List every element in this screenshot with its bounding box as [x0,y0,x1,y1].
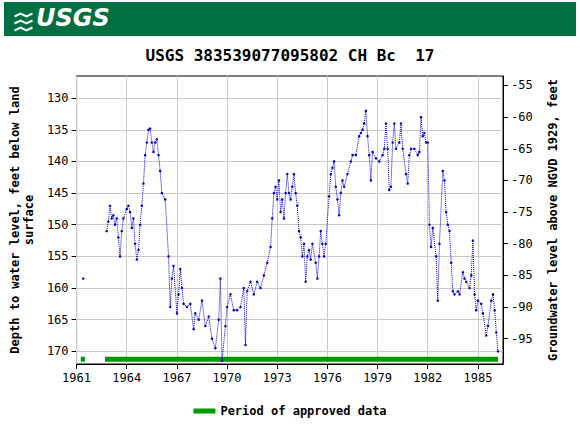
svg-text:1979: 1979 [363,371,392,385]
svg-text:USGS: USGS [36,4,110,32]
svg-text:145: 145 [47,186,69,200]
svg-text:USGS 383539077095802 CH Bc 17: USGS 383539077095802 CH Bc 17 [146,46,435,65]
svg-text:-85: -85 [511,268,533,282]
svg-text:-65: -65 [511,142,533,156]
svg-text:1961: 1961 [62,371,91,385]
svg-text:165: 165 [47,313,69,327]
svg-text:Period of approved data: Period of approved data [220,404,386,418]
svg-text:1982: 1982 [413,371,442,385]
svg-text:1970: 1970 [213,371,242,385]
svg-text:155: 155 [47,249,69,263]
svg-text:-95: -95 [511,332,533,346]
svg-text:-90: -90 [511,300,533,314]
svg-text:-75: -75 [511,205,533,219]
svg-text:-70: -70 [511,173,533,187]
svg-text:150: 150 [47,218,69,232]
svg-text:Groundwater level above NGVD 1: Groundwater level above NGVD 1929, feet [546,79,560,361]
svg-text:130: 130 [47,91,69,105]
svg-text:surface: surface [22,195,36,246]
svg-text:Depth to water level, feet bel: Depth to water level, feet below land [8,86,22,353]
svg-text:-55: -55 [511,78,533,92]
svg-text:1985: 1985 [463,371,492,385]
svg-text:1967: 1967 [162,371,191,385]
svg-text:-80: -80 [511,237,533,251]
svg-text:160: 160 [47,281,69,295]
svg-text:140: 140 [47,154,69,168]
svg-text:1964: 1964 [112,371,141,385]
svg-text:-60: -60 [511,110,533,124]
svg-text:170: 170 [47,344,69,358]
svg-text:1973: 1973 [263,371,292,385]
svg-text:135: 135 [47,123,69,137]
svg-text:1976: 1976 [313,371,342,385]
